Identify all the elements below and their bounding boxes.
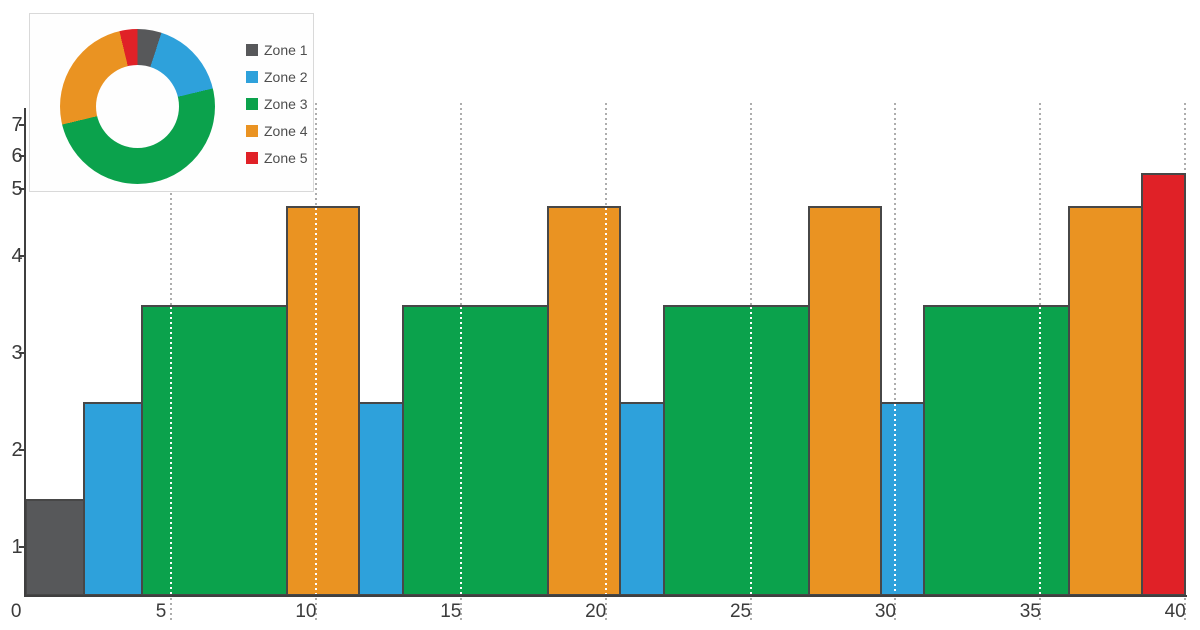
legend-label: Zone 2 xyxy=(264,69,308,85)
y-tick-label: 7 xyxy=(11,114,23,136)
y-tick-label: 2 xyxy=(11,439,23,461)
legend-item: Zone 2 xyxy=(246,68,308,86)
x-tick-label: 20 xyxy=(585,601,607,622)
x-tick-label: 25 xyxy=(729,601,752,622)
bar-segment xyxy=(401,304,549,596)
bar-segment xyxy=(546,205,622,596)
bar-segment xyxy=(83,401,144,596)
x-tick-label: 5 xyxy=(155,601,167,622)
legend-swatch-icon xyxy=(246,98,258,110)
gridline-on-bar xyxy=(459,306,462,594)
x-tick-label: 10 xyxy=(295,601,317,622)
gridline-on-bar xyxy=(1039,306,1042,594)
bar-segment xyxy=(141,304,288,596)
legend-swatch-icon xyxy=(246,44,258,56)
y-tick-mark xyxy=(19,352,24,354)
legend-swatch-icon xyxy=(246,125,258,137)
gridline xyxy=(894,103,897,622)
legend-label: Zone 5 xyxy=(264,150,308,166)
legend-item: Zone 3 xyxy=(246,95,308,113)
y-axis-line xyxy=(24,108,26,596)
y-tick-mark xyxy=(19,124,24,126)
y-tick-mark xyxy=(19,155,24,157)
gridline-on-bar xyxy=(894,403,897,594)
x-tick-label: 30 xyxy=(874,601,897,622)
chart-legend: Zone 1 Zone 2 Zone 3 Zone 4 Zone 5 xyxy=(246,41,308,176)
gridline-on-bar xyxy=(170,306,173,594)
y-tick-label: 3 xyxy=(11,342,23,364)
gridline-on-bar xyxy=(604,207,607,594)
y-tick-label: 1 xyxy=(11,536,23,558)
legend-item: Zone 4 xyxy=(246,122,308,140)
y-tick-mark xyxy=(19,546,24,548)
bar-segment xyxy=(1140,172,1187,596)
bar-segment xyxy=(923,304,1071,596)
legend-label: Zone 1 xyxy=(264,42,308,58)
legend-label: Zone 4 xyxy=(264,123,308,139)
y-tick-label: 6 xyxy=(11,145,23,167)
x-tick-label: 0 xyxy=(10,601,22,622)
donut-chart-inset-panel: Zone 1 Zone 2 Zone 3 Zone 4 Zone 5 xyxy=(29,13,314,192)
x-tick-label: 40 xyxy=(1164,601,1186,622)
donut-hole xyxy=(96,65,179,148)
y-tick-mark xyxy=(19,188,24,190)
legend-swatch-icon xyxy=(246,152,258,164)
x-axis-line xyxy=(24,595,1188,597)
bar-segment xyxy=(662,304,810,596)
bar-segment xyxy=(358,401,404,596)
donut-chart xyxy=(60,29,215,184)
gridline-on-bar xyxy=(314,207,317,594)
bar-segment xyxy=(879,401,926,596)
x-tick-label: 35 xyxy=(1019,601,1041,622)
legend-swatch-icon xyxy=(246,71,258,83)
y-tick-mark xyxy=(19,255,24,257)
bar-segment xyxy=(1068,205,1143,596)
bar-segment xyxy=(807,205,882,596)
gridline-on-bar xyxy=(749,306,752,594)
bar-segment xyxy=(25,498,86,596)
x-tick-label: 15 xyxy=(440,601,462,622)
y-tick-mark xyxy=(19,449,24,451)
bar-segment xyxy=(285,205,361,596)
y-tick-label: 5 xyxy=(11,178,23,200)
legend-item: Zone 1 xyxy=(246,41,308,59)
legend-label: Zone 3 xyxy=(264,96,308,112)
y-tick-label: 4 xyxy=(11,245,23,267)
legend-item: Zone 5 xyxy=(246,149,308,167)
bar-segment xyxy=(619,401,665,596)
